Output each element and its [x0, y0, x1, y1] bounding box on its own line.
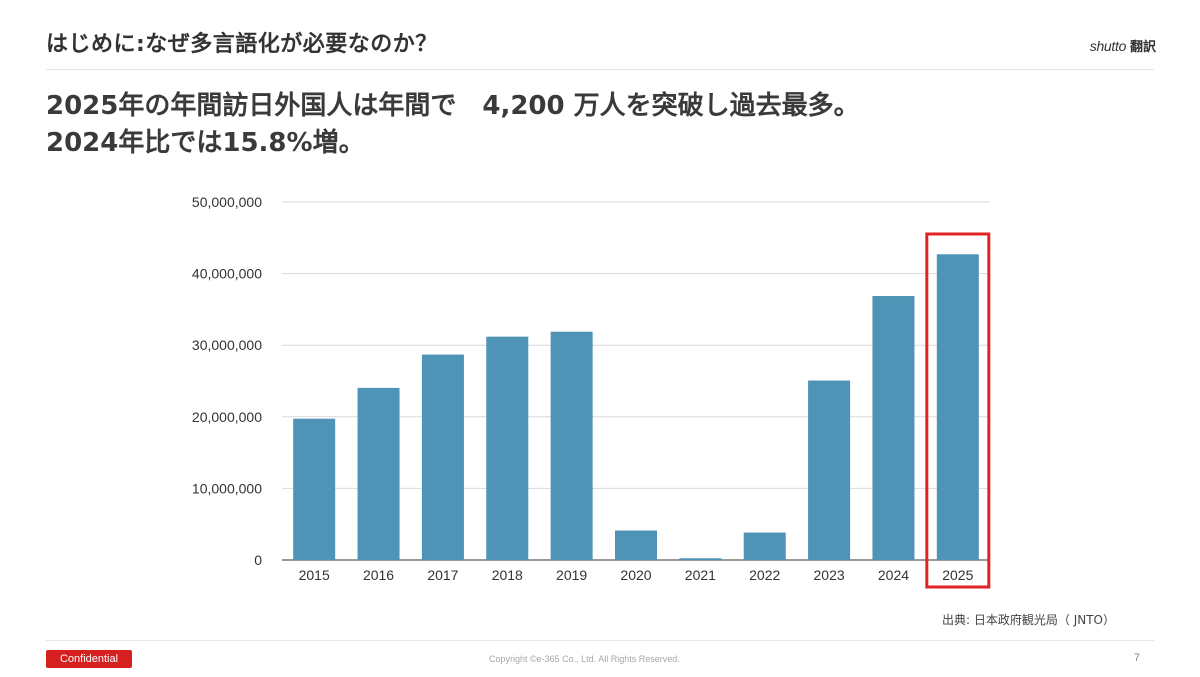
- y-tick-label: 40,000,000: [192, 266, 262, 282]
- bar-2022: [743, 532, 786, 560]
- y-tick-label: 20,000,000: [192, 409, 262, 425]
- x-tick-label: 2024: [878, 567, 909, 583]
- brand-logo: shutto 翻訳: [1090, 36, 1156, 55]
- bar-2020: [615, 530, 657, 560]
- x-tick-label: 2021: [685, 567, 716, 583]
- x-tick-label: 2025: [942, 567, 973, 583]
- x-tick-label: 2019: [556, 567, 587, 583]
- copyright-text: Copyright ©e-365 Co., Ltd. All Rights Re…: [489, 654, 680, 664]
- bar-2018: [486, 336, 529, 560]
- x-tick-label: 2023: [814, 567, 845, 583]
- headline-line-1: 2025年の年間訪日外国人は年間で 4,200 万人を突破し過去最多。: [46, 91, 860, 121]
- bar-2017: [421, 354, 464, 560]
- x-tick-label: 2017: [427, 567, 458, 583]
- y-tick-label: 50,000,000: [192, 194, 262, 210]
- x-tick-label: 2018: [492, 567, 523, 583]
- bar-2023: [808, 380, 851, 560]
- footer-divider: [46, 640, 1154, 641]
- page-number: 7: [1133, 652, 1140, 664]
- bar-2024: [872, 296, 915, 560]
- y-tick-label: 30,000,000: [192, 337, 262, 353]
- bar-2021: [679, 558, 722, 560]
- bar-2025: [936, 254, 979, 560]
- x-tick-label: 2016: [363, 567, 394, 583]
- highlight-box: [925, 232, 991, 589]
- brand-logo-kanji: 翻訳: [1129, 39, 1156, 54]
- bar-2015: [293, 418, 336, 560]
- x-tick-label: 2022: [749, 567, 780, 583]
- x-tick-label: 2020: [620, 567, 651, 583]
- page-header-title: はじめに:なぜ多言語化が必要なのか？: [46, 32, 438, 57]
- y-tick-label: 0: [254, 552, 262, 568]
- x-tick-label: 2015: [299, 567, 330, 583]
- bar-2016: [357, 387, 400, 560]
- y-tick-label: 10,000,000: [192, 480, 262, 496]
- source-note: 出典: 日本政府観光局（ JNTO）: [942, 613, 1115, 627]
- header-divider: [46, 69, 1154, 70]
- confidential-badge: Confidential: [46, 650, 132, 668]
- headline: 2025年の年間訪日外国人は年間で 4,200 万人を突破し過去最多。 2024…: [46, 88, 860, 162]
- bar-2019: [550, 331, 593, 560]
- brand-logo-word: shutto: [1089, 38, 1127, 54]
- headline-line-2: 2024年比では15.8%増。: [46, 128, 365, 158]
